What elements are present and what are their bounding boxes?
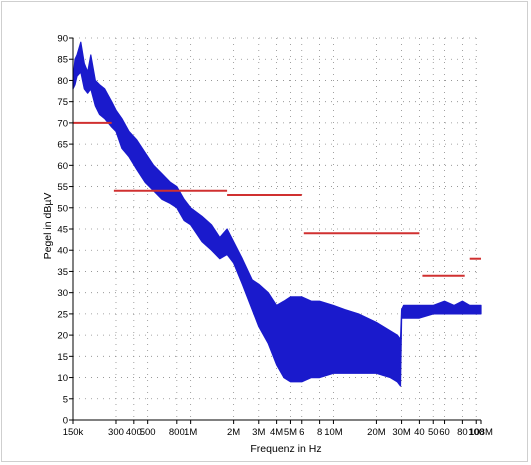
y-tick-label: 20 <box>57 331 68 342</box>
x-tick-label: 1M <box>184 427 197 438</box>
x-tick-label: 80 <box>457 427 468 438</box>
x-tick-label: 500 <box>140 427 156 438</box>
axes: 0 5 10 15 20 25 30 35 40 45 50 55 60 65 70 75 80 85 90 150k… <box>57 34 493 439</box>
x-tick-label: 50 <box>428 427 439 438</box>
x-tick-label: 8 <box>317 427 322 438</box>
y-tick-label: 90 <box>57 34 68 45</box>
x-tick-label: 400 <box>126 427 142 438</box>
x-tick-label: 4M <box>270 427 283 438</box>
y-tick-label: 50 <box>57 203 68 214</box>
y-tick-label: 80 <box>57 76 68 87</box>
y-tick-label: 65 <box>57 140 68 151</box>
y-tick-label: 25 <box>57 309 68 320</box>
x-tick-label: 30M <box>392 427 411 438</box>
limit-lines <box>73 121 481 277</box>
x-tick-label: 3M <box>252 427 265 438</box>
y-tick-label: 35 <box>57 267 68 278</box>
x-tick-label: 100 <box>468 427 484 438</box>
x-tick-label: 800 <box>169 427 185 438</box>
x-tick-label: 60 <box>439 427 450 438</box>
y-tick-label: 15 <box>57 352 68 363</box>
y-axis-label: Pegel in dBµV <box>42 193 54 260</box>
x-tick-label: 2M <box>227 427 240 438</box>
y-tick-label: 0 <box>63 416 68 427</box>
y-tick-label: 40 <box>57 246 68 257</box>
x-tick-label: 150k <box>63 427 84 438</box>
series-band <box>72 41 482 387</box>
x-axis-label: Frequenz in Hz <box>250 443 321 455</box>
y-tick-label: 30 <box>57 288 68 299</box>
y-tick-label: 55 <box>57 182 68 193</box>
y-tick-label: 45 <box>57 225 68 236</box>
x-tick-label: 10M <box>324 427 343 438</box>
x-tick-label: 5M <box>284 427 297 438</box>
series-layer <box>72 41 482 387</box>
y-tick-label: 5 <box>63 394 68 405</box>
y-tick-label: 60 <box>57 161 68 172</box>
x-tick-label: 20M <box>367 427 386 438</box>
y-tick-label: 70 <box>57 118 68 129</box>
y-tick-label: 75 <box>57 97 68 108</box>
y-tick-label: 10 <box>57 373 68 384</box>
y-tick-label: 85 <box>57 55 68 66</box>
x-tick-label: 108M <box>469 427 493 438</box>
x-tick-label: 300 <box>108 427 124 438</box>
x-tick-label: 6 <box>299 427 304 438</box>
x-tick-label: 40 <box>414 427 425 438</box>
